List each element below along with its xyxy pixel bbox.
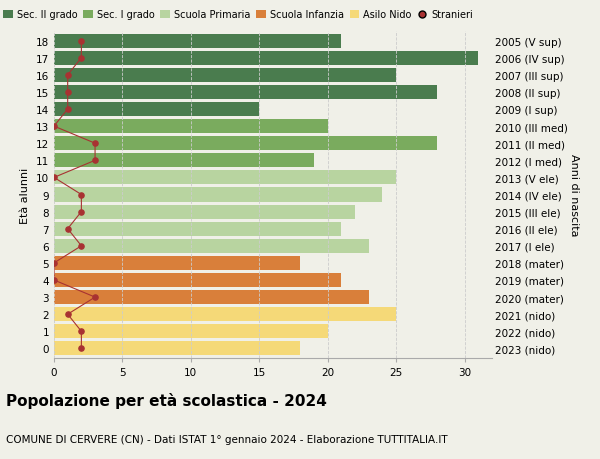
Point (77, 345, 86, 353)
Point (77, 191, 86, 199)
Bar (54, 86, 437, 100)
Point (49, 260, 59, 267)
Point (77, 55, 86, 62)
Point (77, 38, 86, 45)
Bar (54, 171, 396, 185)
Point (77, 208, 86, 216)
Y-axis label: Anni di nascita: Anni di nascita (569, 154, 579, 236)
Bar (54, 188, 383, 202)
Point (49, 174, 59, 182)
Bar (54, 34, 341, 49)
Point (63, 225, 73, 233)
Text: Popolazione per età scolastica - 2024: Popolazione per età scolastica - 2024 (6, 392, 327, 409)
Point (77, 243, 86, 250)
Point (49, 123, 59, 130)
Bar (54, 239, 369, 253)
Point (90, 157, 100, 165)
Point (63, 89, 73, 96)
Bar (54, 308, 396, 321)
Bar (54, 120, 328, 134)
Bar (54, 222, 341, 236)
Bar (54, 256, 301, 270)
Bar (54, 154, 314, 168)
Point (90, 294, 100, 301)
Bar (54, 103, 259, 117)
Bar (54, 69, 396, 83)
Point (77, 328, 86, 335)
Bar (54, 205, 355, 219)
Bar (54, 341, 301, 356)
Bar (54, 137, 437, 151)
Bar (54, 325, 328, 339)
Point (90, 140, 100, 147)
Legend: Sec. II grado, Sec. I grado, Scuola Primaria, Scuola Infanzia, Asilo Nido, Stran: Sec. II grado, Sec. I grado, Scuola Prim… (0, 6, 477, 24)
Point (63, 311, 73, 318)
Bar (54, 274, 341, 287)
Y-axis label: Età alunni: Età alunni (20, 167, 31, 223)
Bar (54, 51, 478, 66)
Point (49, 277, 59, 284)
Text: COMUNE DI CERVERE (CN) - Dati ISTAT 1° gennaio 2024 - Elaborazione TUTTITALIA.IT: COMUNE DI CERVERE (CN) - Dati ISTAT 1° g… (6, 434, 448, 444)
Point (63, 106, 73, 113)
Point (63, 72, 73, 79)
Bar (54, 291, 369, 304)
